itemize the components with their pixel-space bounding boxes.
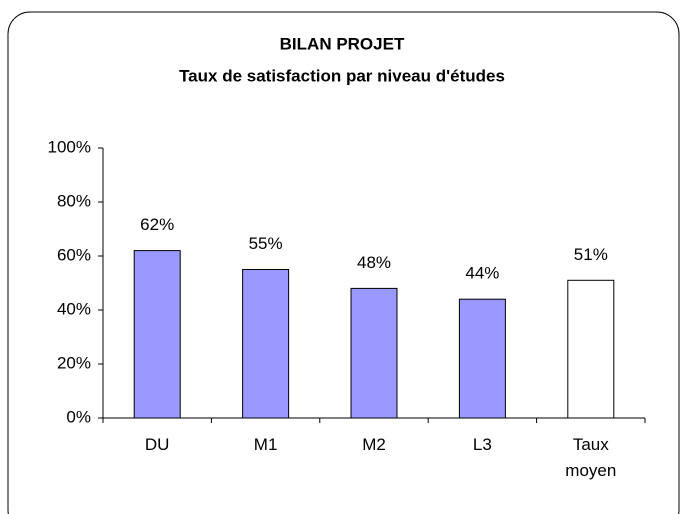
value-label: 44%: [465, 264, 499, 283]
chart-title: BILAN PROJET: [280, 34, 405, 53]
y-tick-label: 40%: [57, 299, 91, 318]
y-tick-label: 100%: [48, 137, 91, 156]
x-tick-label: L3: [472, 435, 492, 454]
chart-subtitle: Taux de satisfaction par niveau d'études: [179, 66, 505, 85]
y-tick-label: 20%: [57, 353, 91, 372]
y-tick-label: 0%: [66, 407, 91, 426]
bar: [567, 279, 615, 419]
y-tick-label: 80%: [57, 191, 91, 210]
bar: [133, 250, 181, 419]
bar: [242, 269, 290, 419]
y-tick-label: 60%: [57, 245, 91, 264]
x-tick-label: DU: [144, 435, 170, 454]
bar: [350, 287, 398, 419]
value-label: 48%: [357, 253, 391, 272]
x-tick-label: M2: [362, 435, 386, 454]
value-label: 51%: [574, 245, 608, 264]
x-tick-label: M1: [253, 435, 278, 454]
value-label: 55%: [249, 234, 283, 253]
bar: [458, 298, 506, 419]
value-label: 62%: [140, 215, 174, 234]
x-tick-label: Taux moyen: [565, 435, 617, 480]
